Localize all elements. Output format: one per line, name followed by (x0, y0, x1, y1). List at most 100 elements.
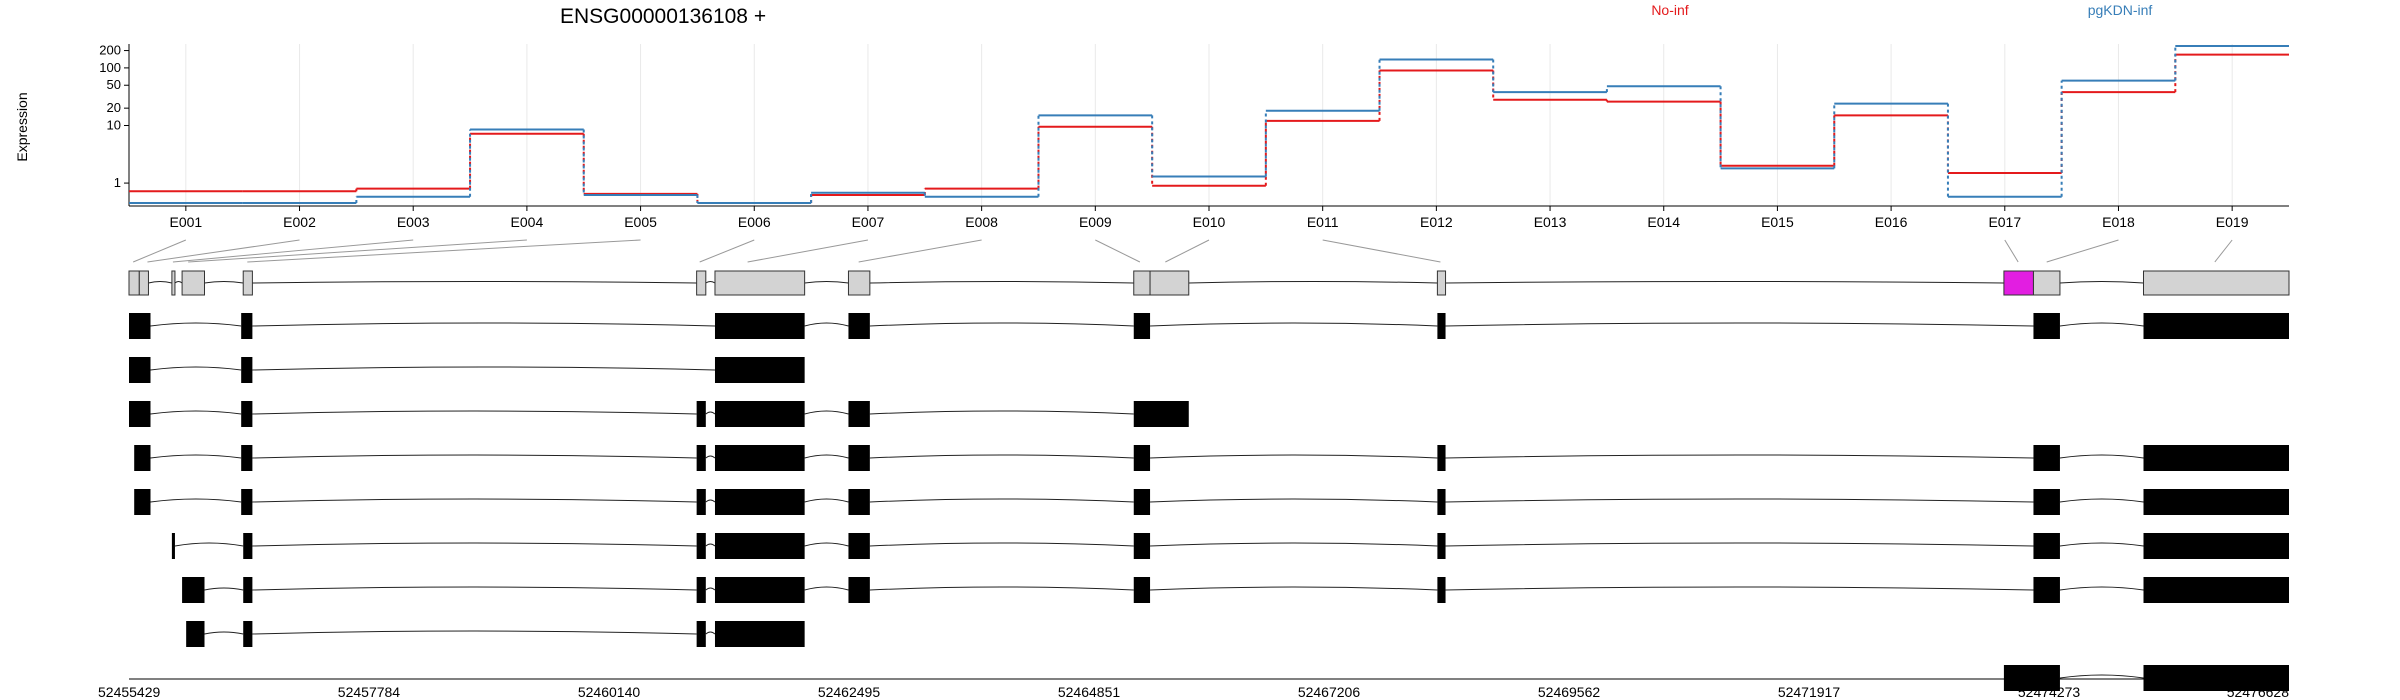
transcript-exon (241, 401, 253, 427)
exon-map-intron (252, 281, 697, 284)
transcript-exon (696, 489, 706, 515)
x-tick-label: E011 (1307, 214, 1339, 230)
transcript-exon (134, 489, 151, 515)
exon-connector (2004, 239, 2019, 263)
genomic-tick-label: 52455429 (98, 684, 161, 700)
transcript-intron (1150, 322, 1438, 327)
transcript-exon (243, 577, 253, 603)
x-tick-label: E005 (624, 214, 657, 230)
exon-map-intron (1445, 281, 2004, 284)
exon-map-box (714, 270, 806, 296)
y-tick-label: 100 (99, 60, 121, 75)
transcript-intron (252, 454, 697, 459)
transcript-exon (696, 401, 706, 427)
x-tick-label: E006 (738, 214, 771, 230)
transcript-exon (2033, 313, 2060, 339)
x-tick-label: E016 (1875, 214, 1908, 230)
y-tick-label: 200 (99, 43, 121, 58)
transcript-intron (204, 587, 244, 591)
transcript-exon (714, 577, 805, 603)
transcript-exon (1133, 533, 1151, 559)
transcript-exon (1133, 577, 1151, 603)
transcript-intron (869, 410, 1134, 415)
transcript-intron (705, 587, 716, 591)
transcript-exon (714, 621, 805, 647)
transcript-intron (869, 498, 1134, 503)
transcript-exon (848, 313, 870, 339)
transcript-exon (1133, 489, 1151, 515)
transcript-intron (150, 498, 242, 503)
chart-title: ENSG00000136108 + (560, 5, 766, 28)
transcript-intron (804, 322, 849, 327)
transcript-exon (848, 445, 870, 471)
transcript-intron (252, 498, 697, 503)
transcript-exon (2033, 533, 2060, 559)
transcript-intron (1445, 454, 2034, 459)
transcript-exon (1133, 313, 1151, 339)
transcript-models (129, 313, 2289, 691)
exon-connector (1095, 239, 1141, 263)
exon-map-box (1133, 270, 1151, 296)
exon-map-box (696, 270, 707, 296)
exon-connector (699, 239, 755, 263)
transcript-intron (252, 542, 697, 547)
transcript-intron (252, 366, 715, 371)
transcript-exon (2033, 577, 2060, 603)
x-tick-label: E018 (2102, 214, 2135, 230)
transcript-exon (182, 577, 205, 603)
exon-map-box (847, 270, 871, 296)
transcript-intron (2059, 498, 2144, 503)
transcript-intron (705, 631, 716, 635)
transcript-exon (714, 445, 805, 471)
transcript-exon (696, 577, 706, 603)
transcript-intron (2059, 322, 2144, 327)
transcript-exon (186, 621, 205, 647)
exon-connector (2046, 239, 2119, 263)
transcript-intron (2059, 674, 2144, 679)
transcript-exon (1133, 445, 1151, 471)
transcript-exon (696, 621, 706, 647)
exon-connector (747, 239, 869, 263)
transcript-intron (252, 322, 715, 327)
x-tick-label: E004 (511, 214, 544, 230)
transcript-intron (2059, 542, 2144, 547)
transcript-intron (252, 586, 697, 591)
exon-connectors (132, 239, 2233, 263)
transcript-intron (174, 542, 244, 547)
exon-connector (188, 239, 527, 263)
x-tick-labels: E001 E002 E003 E004 E005 E006 E007 E008 E009 E010… (169, 206, 2249, 230)
x-tick-label: E014 (1647, 214, 1680, 230)
exon-map-box (181, 270, 206, 296)
exon-connector (247, 239, 641, 263)
axes: 1 10 20 50 100 200 (99, 43, 2289, 207)
transcript-exon (243, 533, 253, 559)
exon-map-intron (804, 281, 849, 284)
x-tick-label: E007 (852, 214, 885, 230)
transcript-exon (1437, 577, 1446, 603)
transcript-exon (696, 533, 706, 559)
genomic-tick-label: 52476628 (2227, 684, 2290, 700)
transcript-exon (2143, 489, 2289, 515)
transcript-intron (252, 630, 697, 635)
exon-map-box (2032, 270, 2061, 296)
transcript-intron (1445, 498, 2034, 503)
transcript-intron (1445, 322, 2034, 327)
genomic-tick-label: 52460140 (578, 684, 641, 700)
exon-map-intron (174, 281, 183, 284)
genomic-tick-label: 52464851 (1058, 684, 1121, 700)
transcript-intron (150, 454, 242, 459)
transcript-exon (2003, 665, 2060, 691)
transcript-exon (129, 313, 151, 339)
genomic-tick-label: 52469562 (1538, 684, 1601, 700)
transcript-intron (150, 366, 242, 371)
x-tick-label: E001 (169, 214, 202, 230)
exon-connector (1322, 239, 1441, 263)
transcript-intron (804, 410, 849, 415)
transcript-intron (1150, 498, 1438, 503)
exon-map-intron (2059, 281, 2144, 284)
transcript-exon (134, 445, 151, 471)
transcript-intron (2059, 454, 2144, 459)
exon-map-intron (705, 281, 716, 284)
x-tick-label: E017 (1988, 214, 2021, 230)
